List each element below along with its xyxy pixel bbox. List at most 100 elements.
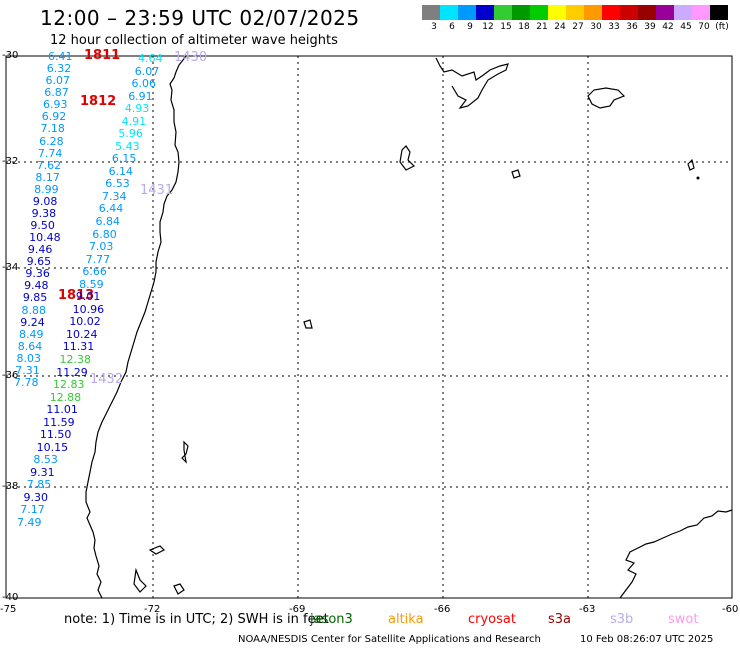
wave-height-value: 11.31 xyxy=(62,340,95,354)
wave-height-value: 10.24 xyxy=(66,327,98,341)
wave-height-value: 8.88 xyxy=(21,303,47,317)
legend-swot: swot xyxy=(668,612,699,627)
lake-outline-8 xyxy=(173,583,185,595)
wave-height-value: 5.96 xyxy=(118,127,143,141)
wave-height-value: 9.36 xyxy=(25,267,50,281)
wave-height-value: 10.96 xyxy=(72,302,105,316)
scale-label: 30 xyxy=(590,22,602,32)
scale-label: 42 xyxy=(662,22,674,32)
scale-label: 33 xyxy=(608,22,620,32)
wave-height-value: 10.02 xyxy=(69,315,101,329)
legend-altika: altika xyxy=(388,612,424,627)
scale-swatch xyxy=(710,5,728,20)
scale-swatch xyxy=(566,5,584,20)
lon-label: -72 xyxy=(144,604,161,615)
scale-label: 12 xyxy=(482,22,494,32)
wave-height-value: 5.43 xyxy=(115,139,140,153)
mar-chiquita-lagoon xyxy=(587,87,626,109)
lake-outline-6 xyxy=(148,545,166,555)
lat-label: -34 xyxy=(2,262,19,273)
map-subtitle: 12 hour collection of altimeter wave hei… xyxy=(50,33,338,48)
lat-label: -38 xyxy=(2,481,19,492)
lake-outline-5 xyxy=(181,440,189,464)
scale-label: 24 xyxy=(554,22,566,32)
scale-swatch xyxy=(458,5,476,20)
wave-height-value: 9.46 xyxy=(27,243,53,257)
wave-height-value: 7.74 xyxy=(37,146,63,160)
scale-label: 18 xyxy=(518,22,530,32)
lat-label: -40 xyxy=(2,592,19,603)
wave-height-value: 6.14 xyxy=(108,164,134,178)
wave-height-value: 7.31 xyxy=(15,363,40,377)
scale-swatch xyxy=(494,5,512,20)
wave-height-value: 6.84 xyxy=(95,215,120,229)
scale-swatch xyxy=(422,5,440,20)
wave-height-value: 6.66 xyxy=(82,265,107,279)
wave-height-value: 7.85 xyxy=(26,478,52,492)
legend-s3a: s3a xyxy=(548,612,572,627)
scale-swatch xyxy=(548,5,566,20)
lon-label: -75 xyxy=(0,604,17,615)
scale-swatch xyxy=(638,5,656,20)
wave-height-value: 8.53 xyxy=(33,453,58,467)
wave-height-value: 6.07 xyxy=(134,64,160,78)
wave-height-value: 9.38 xyxy=(31,206,57,220)
wave-height-value: 12.88 xyxy=(49,390,82,404)
graticule xyxy=(6,56,732,598)
lon-label: -63 xyxy=(579,604,596,615)
footnote: note: 1) Time is in UTC; 2) SWH is in fe… xyxy=(64,612,329,627)
wave-height-value: 8.49 xyxy=(19,327,44,341)
lake-outline-1 xyxy=(399,145,416,171)
wave-height-value: 7.62 xyxy=(36,158,62,172)
wave-height-value: 6.93 xyxy=(42,98,68,112)
pass-time-label: 1432 xyxy=(90,372,124,387)
wave-height-value: 6.28 xyxy=(39,134,64,148)
river-plate-coast xyxy=(435,57,509,109)
wave-height-value: 4.91 xyxy=(121,114,147,128)
pass-time-label: 1431 xyxy=(140,183,174,198)
wave-height-value: 7.34 xyxy=(102,189,127,203)
wave-height-value: 12.38 xyxy=(59,352,92,366)
wave-height-value: 8.03 xyxy=(16,351,42,365)
lon-label: -69 xyxy=(289,604,306,615)
wave-height-value: 9.85 xyxy=(22,291,48,305)
wave-height-value: 4.64 xyxy=(138,52,163,65)
wave-height-value: 6.92 xyxy=(41,110,67,124)
wave-height-value: 9.50 xyxy=(30,219,55,233)
wave-height-value: 10.48 xyxy=(29,231,61,245)
scale-label: 70 xyxy=(698,22,710,32)
scale-swatch xyxy=(620,5,638,20)
scale-label: 3 xyxy=(431,22,437,32)
scale-swatch xyxy=(584,5,602,20)
legend-jason3: jason3 xyxy=(310,612,353,627)
credit-line: NOAA/NESDIS Center for Satellite Applica… xyxy=(238,634,541,645)
wave-height-value: 9.31 xyxy=(30,465,55,479)
lake-outline-4 xyxy=(303,319,313,329)
wave-height-value: 9.01 xyxy=(75,290,101,304)
wave-height-value: 11.29 xyxy=(56,365,88,379)
legend-cryosat: cryosat xyxy=(468,612,516,627)
wave-height-value: 9.08 xyxy=(32,194,58,208)
wave-height-value: 8.99 xyxy=(34,182,59,196)
scale-label: 45 xyxy=(680,22,692,32)
scale-swatch xyxy=(512,5,530,20)
wave-height-value: 9.30 xyxy=(23,490,49,504)
lake-outline-7 xyxy=(133,567,147,593)
wave-height-value: 7.49 xyxy=(17,516,42,529)
wave-height-value: 6.41 xyxy=(48,50,73,63)
scale-swatch xyxy=(476,5,494,20)
pass-time-label: 1812 xyxy=(80,94,117,109)
scale-swatch xyxy=(674,5,692,20)
wave-height-value: 8.59 xyxy=(79,277,104,291)
wave-height-value: 6.32 xyxy=(46,62,72,76)
generation-timestamp: 10 Feb 08:26:07 UTC 2025 xyxy=(580,634,714,645)
wave-height-value: 6.91 xyxy=(128,89,153,103)
lake-outline-2 xyxy=(511,169,521,179)
scale-label: 27 xyxy=(572,22,584,32)
wave-height-value: 10.15 xyxy=(36,440,69,454)
coastline-mainland xyxy=(85,55,187,599)
wave-height-value: 12.83 xyxy=(52,378,85,392)
pass-time-label: 1811 xyxy=(84,48,121,63)
lon-label: -60 xyxy=(722,604,739,615)
